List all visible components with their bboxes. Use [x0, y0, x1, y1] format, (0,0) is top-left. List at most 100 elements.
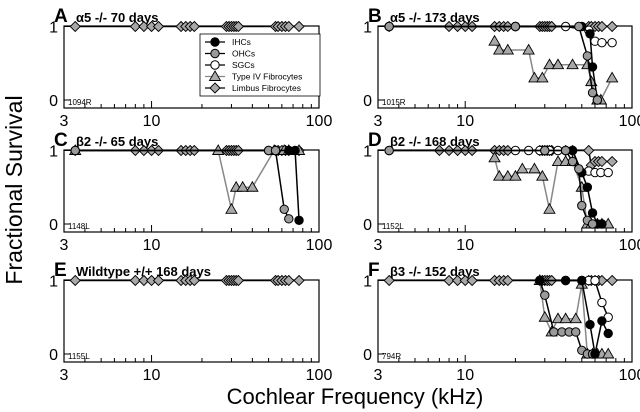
- data-point: [492, 169, 506, 181]
- x-tick-label: 10: [143, 237, 161, 254]
- data-point: [606, 20, 618, 33]
- data-point: [587, 87, 598, 98]
- data-point: [543, 58, 556, 70]
- panel-title: Wildtype +/+ 168 days: [76, 264, 211, 279]
- data-point: [70, 145, 80, 156]
- legend-label: Limbus Fibrocytes: [232, 83, 301, 93]
- data-point: [270, 145, 281, 156]
- data-point: [590, 275, 600, 286]
- legend-marker: [208, 70, 222, 81]
- data-point: [571, 327, 581, 337]
- data-point: [597, 219, 607, 229]
- x-tick-label: 3: [374, 237, 383, 254]
- data-point: [492, 43, 506, 55]
- x-tick-label: 3: [374, 367, 383, 384]
- data-point: [501, 169, 515, 181]
- data-point: [585, 29, 595, 39]
- data-point: [596, 155, 608, 168]
- panel-b: 01310100Bα5 -/- 173 days1015RIHCsOHCsSGC…: [199, 6, 640, 130]
- x-tick-label: 100: [306, 237, 333, 254]
- data-point: [574, 164, 584, 174]
- data-point: [577, 275, 587, 286]
- panel-e: 0 1 3 10 100 E Wildtype +/+ 168 days 1155L: [49, 260, 332, 384]
- data-point: [138, 20, 150, 33]
- data-point: [284, 214, 294, 224]
- series-line: [539, 279, 609, 318]
- data-point: [236, 180, 249, 192]
- data-point: [606, 274, 618, 287]
- data-point: [488, 34, 501, 46]
- x-tick-label: 100: [619, 113, 640, 130]
- data-point: [592, 95, 603, 105]
- data-point: [279, 204, 289, 215]
- data-point: [283, 20, 295, 33]
- data-point: [69, 20, 81, 33]
- data-point: [560, 275, 571, 286]
- y-tick-label: 0: [363, 93, 372, 110]
- data-point: [516, 162, 529, 174]
- data-point: [488, 151, 501, 163]
- y-tick-label: 1: [363, 274, 372, 291]
- data-point: [566, 58, 579, 70]
- data-point: [152, 274, 165, 287]
- data-point: [583, 144, 595, 157]
- data-point: [549, 327, 559, 337]
- data-point: [540, 145, 550, 156]
- data-point: [603, 328, 613, 339]
- data-point: [574, 21, 584, 32]
- panel-a: 0 1 3 10 100 A α5 -/- 70 days 1094R: [49, 6, 332, 130]
- panel-letter: D: [368, 130, 382, 151]
- data-point: [567, 156, 578, 167]
- data-point: [283, 274, 295, 287]
- x-tick-label: 100: [306, 113, 333, 130]
- data-point: [294, 215, 304, 226]
- x-tick-label: 10: [143, 367, 161, 384]
- data-point: [587, 208, 598, 218]
- data-point: [451, 274, 464, 287]
- legend-label: OHCs: [232, 49, 255, 59]
- data-point: [509, 169, 522, 181]
- x-tick-label: 3: [60, 237, 69, 254]
- x-tick-label: 100: [306, 367, 333, 384]
- data-point: [293, 274, 305, 287]
- data-point: [129, 20, 141, 33]
- panel-c: 0 1 3 10 100 C β2 -/- 65 days 1148L: [49, 130, 332, 254]
- data-point: [551, 155, 565, 166]
- y-tick-label: 1: [49, 144, 58, 161]
- y-tick-label: 0: [49, 93, 58, 110]
- series-line: [75, 149, 300, 210]
- data-point: [601, 347, 615, 359]
- data-point: [232, 20, 245, 33]
- y-tick-label: 0: [363, 347, 372, 364]
- data-point: [522, 43, 535, 55]
- data-point: [536, 169, 549, 181]
- panel-letter: C: [54, 130, 68, 151]
- series-line: [75, 149, 300, 221]
- data-point: [551, 58, 565, 70]
- data-point: [597, 316, 607, 326]
- data-point: [466, 274, 478, 287]
- panel-title: β2 -/- 65 days: [76, 134, 158, 149]
- data-point: [560, 145, 571, 156]
- panel-frame: [63, 149, 320, 233]
- x-tick-label: 3: [60, 367, 69, 384]
- specimen-id: 1152L: [382, 222, 404, 231]
- data-point: [501, 43, 515, 55]
- specimen-id: 1155L: [68, 352, 90, 361]
- data-point: [582, 51, 593, 61]
- data-point: [597, 297, 607, 308]
- data-point: [596, 20, 608, 33]
- y-tick-label: 1: [49, 20, 58, 37]
- data-point: [528, 71, 541, 83]
- panel-frame: [63, 279, 320, 363]
- legend-label: IHCs: [232, 37, 251, 47]
- data-point: [232, 274, 245, 287]
- panel-letter: F: [368, 260, 380, 281]
- data-point: [538, 310, 552, 322]
- data-point: [528, 162, 541, 174]
- data-point: [590, 349, 600, 359]
- x-tick-label: 100: [619, 367, 640, 384]
